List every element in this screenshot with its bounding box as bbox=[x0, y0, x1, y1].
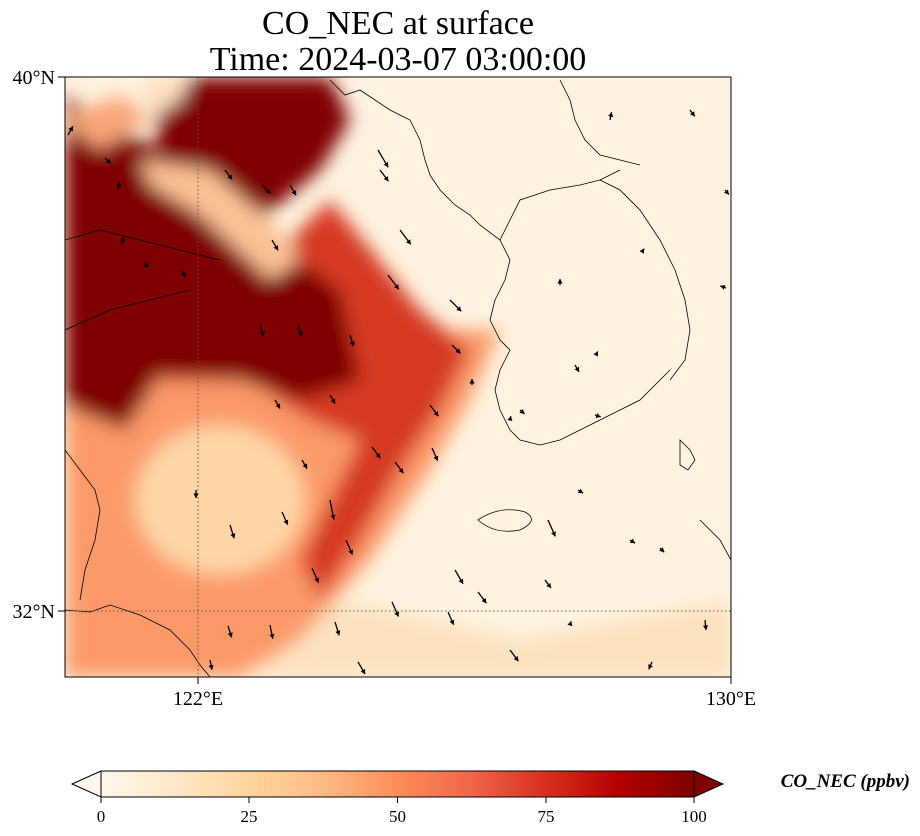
axis-ticks bbox=[58, 76, 732, 684]
colorbar-tick-0: 0 bbox=[97, 807, 106, 826]
wind-arrow-head bbox=[259, 331, 265, 337]
wind-arrow-head bbox=[639, 248, 645, 254]
wind-arrow-head bbox=[629, 538, 636, 544]
colorbar-gradient bbox=[100, 770, 695, 798]
wind-arrow-head bbox=[690, 111, 695, 117]
wind-arrow-head bbox=[269, 633, 275, 639]
wind-arrow-head bbox=[507, 416, 513, 422]
wind-arrow-head bbox=[449, 619, 455, 625]
wind-vectors bbox=[67, 109, 730, 675]
wind-arrow-head bbox=[433, 455, 439, 461]
colorbar-title: CO_NEC (ppbv) bbox=[781, 771, 910, 792]
wind-arrow-head bbox=[68, 126, 73, 132]
wind-arrow-head bbox=[551, 531, 556, 537]
wind-arrow-head bbox=[230, 533, 236, 539]
wind-arrow-head bbox=[314, 577, 320, 583]
wind-arrow-head bbox=[330, 514, 336, 520]
colorbar: 0 25 50 75 100 CO_NEC (ppbv) bbox=[70, 770, 910, 826]
wind-arrow-head bbox=[349, 341, 355, 347]
map-title: CO_NEC at surface bbox=[262, 5, 534, 42]
wind-arrow-head bbox=[456, 306, 462, 312]
wind-arrow-head bbox=[116, 182, 122, 188]
map-subtitle-time: Time: 2024-03-07 03:00:00 bbox=[209, 41, 587, 78]
wind-arrow-head bbox=[398, 468, 404, 474]
wind-arrow-head bbox=[383, 176, 389, 182]
wind-arrow-head bbox=[297, 331, 303, 337]
wind-arrow-head bbox=[335, 630, 341, 636]
map-frame bbox=[64, 76, 732, 678]
colorbar-tick-100: 100 bbox=[681, 807, 707, 826]
wind-arrow-head bbox=[406, 239, 411, 245]
wind-arrow-head bbox=[375, 453, 381, 459]
wind-arrow-head bbox=[469, 379, 475, 384]
wind-arrow-head bbox=[227, 632, 233, 638]
jeju-island bbox=[477, 509, 532, 532]
lat-label-32n: 32°N bbox=[13, 601, 55, 623]
wind-arrow-head bbox=[577, 488, 584, 494]
wind-arrow-head bbox=[455, 348, 461, 354]
gridlines bbox=[65, 77, 731, 677]
wind-arrow-head bbox=[283, 519, 289, 525]
wind-arrow-head bbox=[595, 413, 601, 418]
wind-arrow-head bbox=[593, 351, 599, 357]
wind-arrow-head bbox=[105, 158, 111, 164]
wind-arrow-head bbox=[648, 664, 653, 670]
wind-arrow-head bbox=[302, 463, 308, 469]
china-east-coast bbox=[65, 449, 101, 601]
north-coast bbox=[559, 79, 641, 166]
wind-arrow-head bbox=[720, 285, 726, 290]
wind-arrow-head bbox=[144, 262, 150, 268]
lon-label-130e: 130°E bbox=[706, 688, 756, 710]
wind-arrow-head bbox=[265, 188, 271, 194]
wind-arrow-head bbox=[557, 279, 563, 284]
colorbar-extend-max bbox=[693, 770, 725, 798]
wind-arrow-head bbox=[330, 398, 336, 404]
korea-east-coast bbox=[599, 179, 691, 381]
colorbar-tick-25: 25 bbox=[241, 807, 258, 826]
china-korea-border bbox=[499, 169, 621, 241]
wind-arrow-head bbox=[513, 656, 519, 662]
colorbar-extend-min bbox=[70, 770, 102, 798]
wind-arrow-head bbox=[481, 598, 487, 604]
wind-arrow-head bbox=[519, 409, 525, 414]
wind-arrow-head bbox=[383, 162, 389, 168]
wind-arrow-head bbox=[181, 272, 186, 278]
wind-arrow-head bbox=[208, 664, 214, 670]
wind-arrow-head bbox=[574, 366, 580, 372]
wind-arrow-head bbox=[433, 411, 439, 417]
wind-arrow-head bbox=[275, 403, 281, 409]
wind-arrow-head bbox=[702, 625, 709, 630]
wind-arrow-head bbox=[348, 549, 354, 555]
korea-west-coast bbox=[429, 174, 671, 446]
wind-arrow-head bbox=[458, 578, 464, 584]
wind-arrow-head bbox=[120, 237, 126, 243]
liaodong-coastline bbox=[329, 79, 431, 176]
co-concentration-field bbox=[65, 77, 731, 677]
japan-islands bbox=[679, 439, 731, 561]
wind-arrow-head bbox=[360, 668, 366, 675]
lat-label-40n: 40°N bbox=[13, 67, 55, 89]
wind-arrow-head bbox=[193, 493, 199, 498]
wind-arrow-head bbox=[394, 611, 400, 617]
inland-boundary bbox=[65, 229, 221, 331]
wind-arrow-head bbox=[394, 284, 399, 290]
wind-arrow-head bbox=[291, 190, 297, 196]
wind-arrow-head bbox=[227, 174, 233, 180]
wind-arrow-head bbox=[273, 245, 279, 251]
lon-label-122e: 122°E bbox=[173, 688, 223, 710]
colorbar-tick-75: 75 bbox=[538, 807, 555, 826]
wind-arrow-head bbox=[608, 112, 614, 118]
wind-arrow-head bbox=[567, 621, 573, 627]
wind-arrow-head bbox=[546, 582, 551, 588]
colorbar-tick-50: 50 bbox=[389, 807, 406, 826]
wind-arrow-head bbox=[724, 189, 729, 195]
wind-arrow-head bbox=[659, 547, 665, 553]
